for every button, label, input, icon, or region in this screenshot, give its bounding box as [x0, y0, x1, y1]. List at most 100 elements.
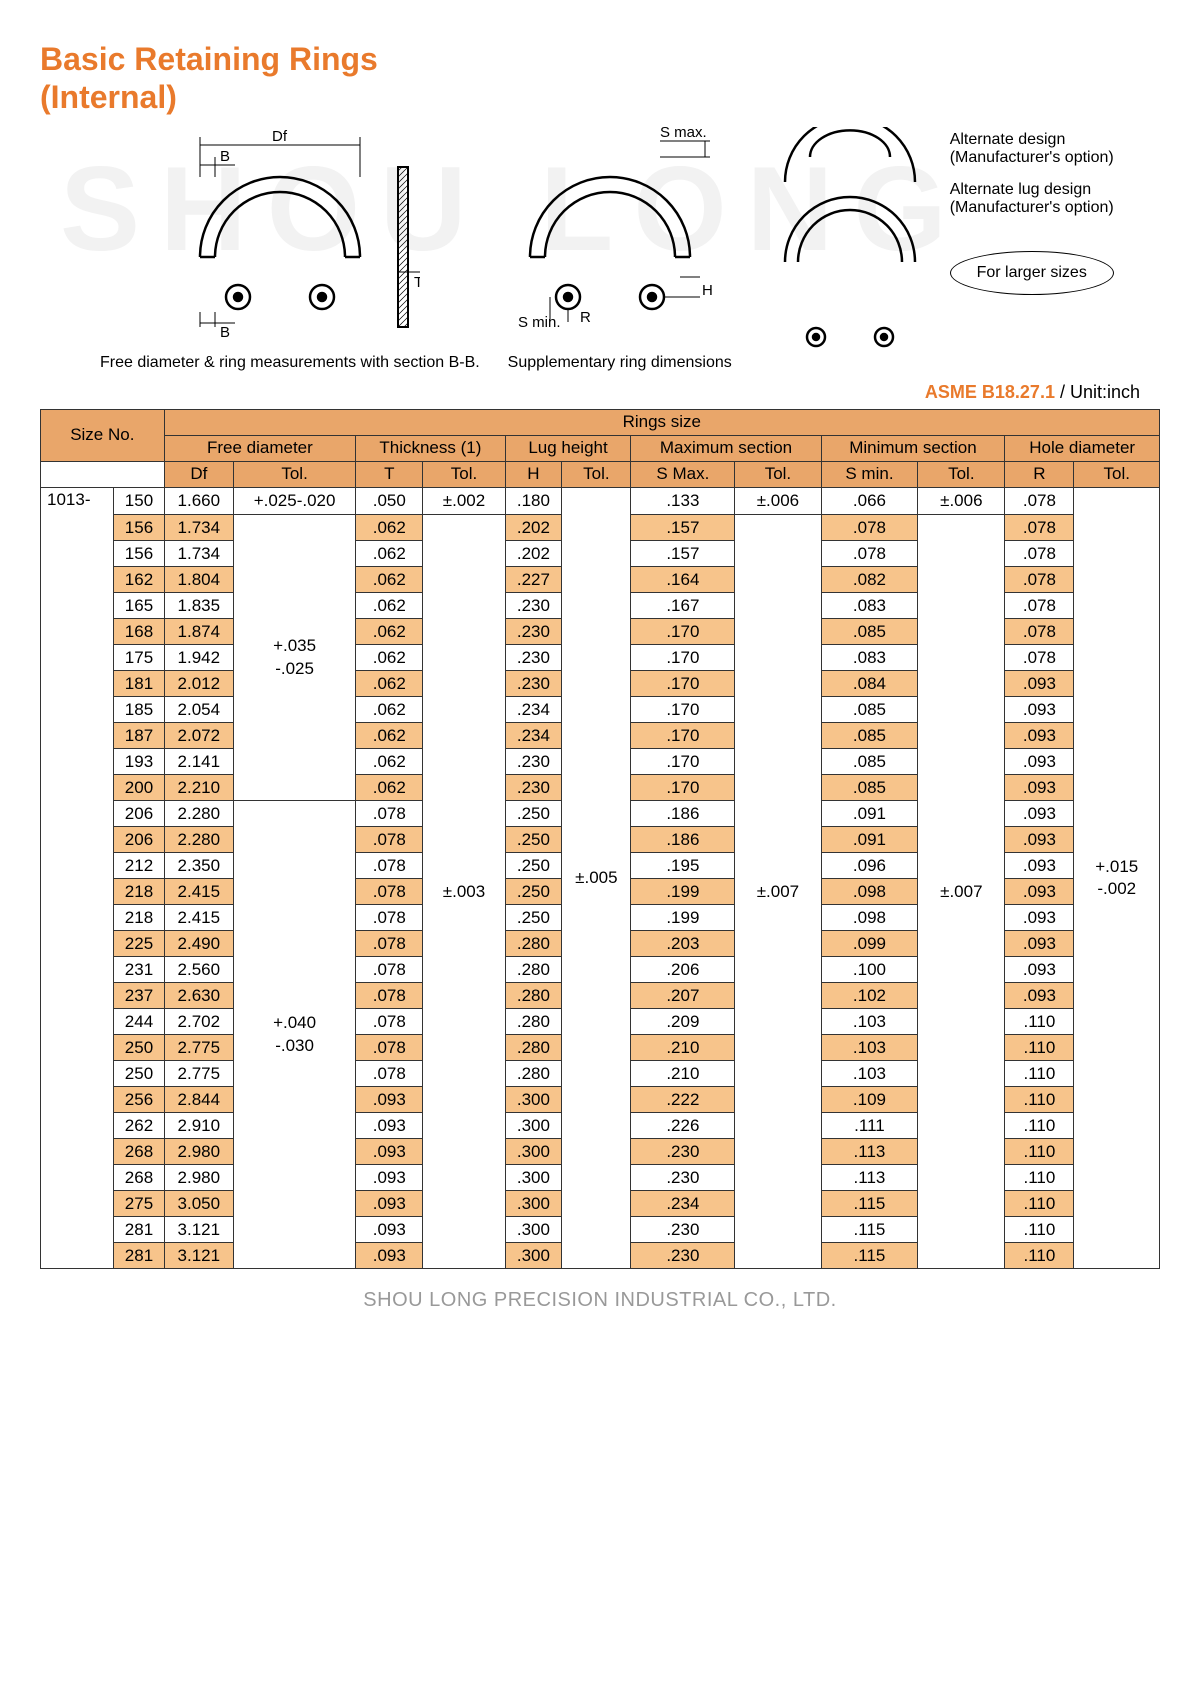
table-cell: .098 — [821, 879, 918, 905]
table-cell: .103 — [821, 1035, 918, 1061]
table-cell: .062 — [356, 697, 423, 723]
table-cell: 1.942 — [164, 645, 233, 671]
size-prefix: 1013- — [41, 487, 114, 1268]
standard-row: ASME B18.27.1 / Unit:inch — [40, 382, 1140, 403]
table-cell: .230 — [505, 775, 562, 801]
svg-text:B: B — [220, 148, 230, 165]
table-cell: .164 — [631, 567, 735, 593]
table-cell: .093 — [1005, 723, 1074, 749]
table-cell: .170 — [631, 697, 735, 723]
table-cell: 2.560 — [164, 957, 233, 983]
table-cell: .078 — [1005, 619, 1074, 645]
svg-text:S min.: S min. — [518, 314, 561, 331]
table-cell: .093 — [356, 1139, 423, 1165]
table-cell: 250 — [114, 1061, 164, 1087]
table-cell: .093 — [356, 1217, 423, 1243]
table-cell: .062 — [356, 567, 423, 593]
table-cell: 262 — [114, 1113, 164, 1139]
table-cell: .093 — [1005, 983, 1074, 1009]
table-cell: .300 — [505, 1113, 562, 1139]
table-cell: 156 — [114, 515, 164, 541]
th-h: H — [505, 461, 562, 487]
table-cell: .230 — [505, 645, 562, 671]
table-cell: 2.630 — [164, 983, 233, 1009]
svg-text:S max.: S max. — [660, 127, 707, 141]
table-cell: .062 — [356, 671, 423, 697]
table-cell: .091 — [821, 827, 918, 853]
table-cell: .062 — [356, 749, 423, 775]
table-cell: 237 — [114, 983, 164, 1009]
table-cell: .062 — [356, 775, 423, 801]
table-cell: .093 — [1005, 931, 1074, 957]
table-cell-merged: ±.007 — [918, 515, 1005, 1269]
table-cell: .103 — [821, 1061, 918, 1087]
th-t: T — [356, 461, 423, 487]
table-cell: 244 — [114, 1009, 164, 1035]
table-cell: 268 — [114, 1165, 164, 1191]
table-cell: .115 — [821, 1243, 918, 1269]
table-cell: 3.050 — [164, 1191, 233, 1217]
table-cell-merged: +.025-.020 — [234, 487, 356, 514]
diagram-3-labels: Alternate design (Manufacturer's option)… — [950, 131, 1114, 295]
table-cell: 256 — [114, 1087, 164, 1113]
table-cell: .093 — [356, 1113, 423, 1139]
table-cell: 231 — [114, 957, 164, 983]
table-cell: .078 — [356, 957, 423, 983]
table-cell: 275 — [114, 1191, 164, 1217]
table-cell: .300 — [505, 1243, 562, 1269]
table-cell: .250 — [505, 905, 562, 931]
table-cell: .093 — [356, 1191, 423, 1217]
svg-text:T: T — [414, 274, 420, 291]
table-cell: 185 — [114, 697, 164, 723]
table-cell: .093 — [1005, 749, 1074, 775]
table-cell: .195 — [631, 853, 735, 879]
table-cell: 218 — [114, 879, 164, 905]
table-cell: .110 — [1005, 1243, 1074, 1269]
table-cell: .078 — [356, 931, 423, 957]
alt-design-label: Alternate design (Manufacturer's option) — [950, 131, 1114, 167]
table-cell: .085 — [821, 619, 918, 645]
svg-text:H: H — [702, 282, 713, 299]
table-cell: .250 — [505, 801, 562, 827]
table-cell: 206 — [114, 827, 164, 853]
table-cell: .227 — [505, 567, 562, 593]
table-cell: 175 — [114, 645, 164, 671]
table-cell: .230 — [505, 671, 562, 697]
table-cell-merged: +.015 -.002 — [1074, 487, 1160, 1268]
table-cell: .230 — [631, 1217, 735, 1243]
table-cell: .078 — [356, 879, 423, 905]
table-cell: .100 — [821, 957, 918, 983]
table-cell: .157 — [631, 515, 735, 541]
table-cell: .091 — [821, 801, 918, 827]
svg-text:R: R — [580, 309, 591, 326]
table-cell: .230 — [505, 593, 562, 619]
table-cell: .230 — [631, 1139, 735, 1165]
table-cell: .093 — [1005, 775, 1074, 801]
table-cell: 2.775 — [164, 1061, 233, 1087]
table-cell: .085 — [821, 749, 918, 775]
table-cell: 2.702 — [164, 1009, 233, 1035]
table-cell: .110 — [1005, 1191, 1074, 1217]
table-cell: .230 — [505, 619, 562, 645]
table-cell-merged: ±.002 — [423, 487, 505, 514]
table-cell: .110 — [1005, 1009, 1074, 1035]
ring-diagram-2-icon: S max. S min. R H — [500, 127, 740, 347]
diagram-3: Alternate design (Manufacturer's option)… — [760, 127, 1114, 357]
table-cell: .093 — [356, 1087, 423, 1113]
table-cell: 187 — [114, 723, 164, 749]
title-line2: (Internal) — [40, 79, 177, 115]
table-cell: .078 — [356, 1009, 423, 1035]
table-cell: .234 — [505, 723, 562, 749]
table-cell: .186 — [631, 801, 735, 827]
table-cell: .082 — [821, 567, 918, 593]
table-cell: .210 — [631, 1061, 735, 1087]
table-cell: .280 — [505, 1061, 562, 1087]
table-cell: .093 — [1005, 697, 1074, 723]
table-cell: 193 — [114, 749, 164, 775]
table-cell: .078 — [356, 827, 423, 853]
table-cell: 250 — [114, 1035, 164, 1061]
table-cell: .078 — [1005, 645, 1074, 671]
table-cell: .093 — [356, 1243, 423, 1269]
table-cell: .234 — [631, 1191, 735, 1217]
table-cell: 3.121 — [164, 1217, 233, 1243]
